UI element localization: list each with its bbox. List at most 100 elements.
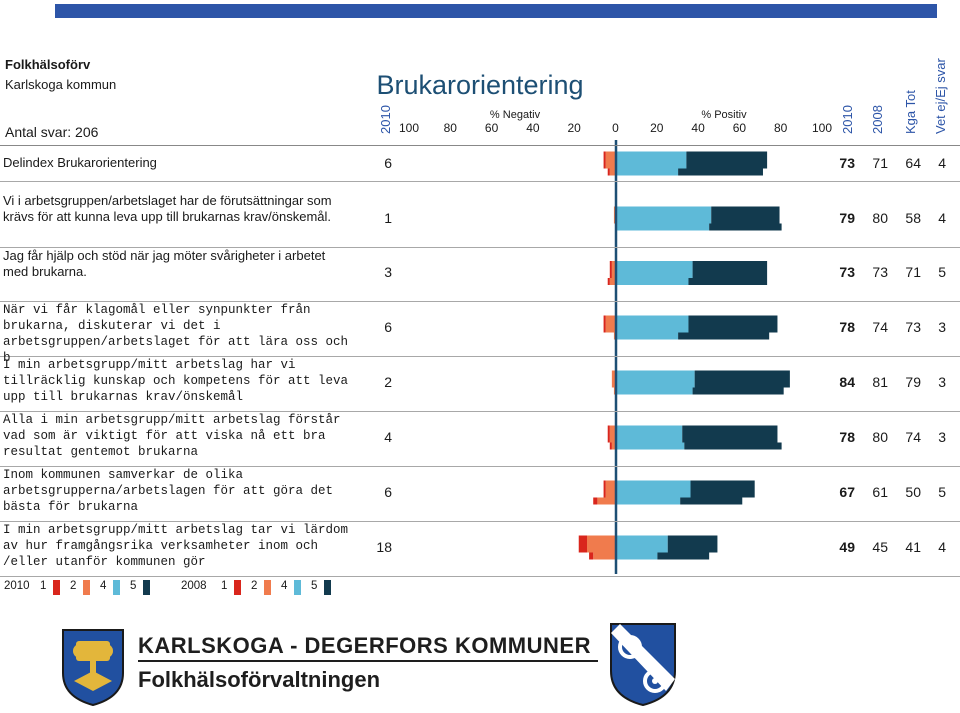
pos-2008-value: 80 bbox=[872, 209, 888, 226]
row7-2008-bar-cat5 bbox=[657, 552, 710, 560]
chart-title: Brukarorientering bbox=[376, 70, 584, 100]
row3-2010-bar-cat2 bbox=[605, 315, 616, 333]
row6-2008-bar-cat2 bbox=[597, 497, 616, 505]
question-label: När vi får klagomål eller synpunkter frå… bbox=[3, 303, 349, 365]
y2010-legend-label-4: 4 bbox=[100, 580, 107, 592]
footer-divider-line bbox=[138, 660, 598, 662]
row7-2008-bar-cat2 bbox=[593, 552, 616, 560]
row7-2010-bar-cat4 bbox=[616, 535, 668, 553]
neg-2010-value: 6 bbox=[384, 483, 392, 500]
y2010-legend-swatch-4 bbox=[113, 580, 120, 595]
row0-2008-bar-cat1 bbox=[607, 168, 610, 176]
row2-2010-bar-cat1 bbox=[609, 261, 612, 278]
row0-2010-bar-cat1 bbox=[603, 151, 606, 169]
pos-2008-value: 80 bbox=[872, 428, 888, 445]
row6-2010-bar-cat4 bbox=[616, 480, 691, 498]
axis-tick-label: 80 bbox=[443, 121, 457, 135]
row3-2008-bar-cat5 bbox=[678, 332, 770, 340]
row-divider bbox=[0, 521, 960, 522]
footer: KARLSKOGA - DEGERFORS KOMMUNER Folkhälso… bbox=[0, 603, 960, 713]
vet-ej-value: 5 bbox=[938, 264, 946, 280]
row5-2010-bar-cat2 bbox=[609, 425, 616, 443]
row6-2010-bar-cat2 bbox=[605, 480, 616, 498]
vet-ej-value: 4 bbox=[938, 209, 946, 226]
row3-2008-bar-cat4 bbox=[616, 332, 679, 340]
row1-2008-bar-cat5 bbox=[709, 223, 782, 231]
question-label: I min arbetsgrupp/mitt arbetslag har vi … bbox=[3, 358, 349, 404]
row5-2008-bar-cat4 bbox=[616, 442, 685, 450]
vet-ej-value: 3 bbox=[938, 318, 946, 335]
row5-2010-bar-cat4 bbox=[616, 425, 683, 443]
row-divider bbox=[0, 356, 960, 357]
neg-2010-value: 18 bbox=[376, 538, 392, 555]
row0-2008-bar-cat4 bbox=[616, 168, 679, 176]
row3-2010-bar-cat1 bbox=[603, 315, 606, 333]
pos-2010-value: 73 bbox=[839, 264, 855, 280]
question-label: Delindex Brukarorientering bbox=[3, 155, 157, 170]
axis-tick-label: 0 bbox=[612, 121, 619, 135]
row7-2010-bar-cat2 bbox=[587, 535, 616, 553]
row5-2008-bar-cat5 bbox=[684, 442, 782, 450]
pos-2008-value: 81 bbox=[872, 373, 888, 390]
row7-2008-bar-cat1 bbox=[589, 552, 594, 560]
row5-2010-bar-cat1 bbox=[607, 425, 610, 443]
row-divider bbox=[0, 466, 960, 467]
negative-axis-label: % Negativ bbox=[489, 109, 541, 121]
report-municipality: Karlskoga kommun bbox=[5, 77, 117, 92]
vet-ej-value: 3 bbox=[938, 373, 946, 390]
y2008-legend-swatch-5 bbox=[324, 580, 331, 595]
row4-2010-bar-cat4 bbox=[616, 370, 695, 388]
kga-tot-value: 50 bbox=[905, 483, 921, 500]
top-bar bbox=[55, 4, 937, 18]
row5-2008-bar-cat1 bbox=[609, 442, 612, 450]
row6-2010-bar-cat1 bbox=[603, 480, 606, 498]
row0-2010-bar-cat4 bbox=[616, 151, 687, 169]
row6-2008-bar-cat4 bbox=[616, 497, 681, 505]
row4-2008-bar-cat5 bbox=[692, 387, 784, 395]
positive-axis-label: % Positiv bbox=[701, 109, 747, 121]
axis-tick-label: 20 bbox=[650, 121, 664, 135]
axis-tick-label: 40 bbox=[691, 121, 705, 135]
row0-2008-bar-cat5 bbox=[678, 168, 763, 176]
row7-2008-bar-cat4 bbox=[616, 552, 658, 560]
question-label: Inom kommunen samverkar de olika arbetsg… bbox=[3, 468, 334, 514]
row2-2008-bar-cat5 bbox=[688, 278, 768, 285]
question-label: Vi i arbetsgruppen/arbetslaget har de fö… bbox=[3, 193, 332, 224]
vet-ej-value: 5 bbox=[938, 483, 946, 500]
y2008-legend-swatch-4 bbox=[294, 580, 301, 595]
pos-2010-value: 67 bbox=[839, 483, 855, 500]
neg-2010-value: 6 bbox=[384, 154, 392, 171]
vet-ej-value: 4 bbox=[938, 154, 946, 171]
y2008-legend-swatch-2 bbox=[264, 580, 271, 595]
row2-2010-bar-cat5 bbox=[692, 261, 768, 278]
axis-tick-label: 60 bbox=[484, 121, 499, 135]
footer-org-title: KARLSKOGA - DEGERFORS KOMMUNER bbox=[138, 633, 591, 658]
row2-2010-bar-cat4 bbox=[616, 261, 693, 278]
y2008-legend-label-5: 5 bbox=[311, 580, 318, 592]
row4-2010-bar-cat5 bbox=[694, 370, 790, 388]
pos-2010-value: 78 bbox=[839, 428, 855, 445]
y2008-legend-label-2: 2 bbox=[251, 580, 258, 592]
vet-ej-value: 4 bbox=[938, 538, 946, 555]
row5-2008-bar-cat2 bbox=[611, 442, 616, 450]
row5-2010-bar-cat5 bbox=[682, 425, 778, 443]
row2-2008-bar-cat2 bbox=[609, 278, 616, 285]
row-divider bbox=[0, 301, 960, 302]
vet-ej-value: 3 bbox=[938, 428, 946, 445]
kga-tot-value: 73 bbox=[905, 318, 921, 335]
degerfors-coat-of-arms bbox=[610, 623, 676, 707]
axis-tick-label: 40 bbox=[526, 121, 540, 135]
kga-tot-value: 74 bbox=[905, 428, 921, 445]
y2010-legend-swatch-1 bbox=[53, 580, 60, 595]
kga-tot-value: 64 bbox=[905, 154, 921, 171]
y2010-legend-swatch-5 bbox=[143, 580, 150, 595]
row3-2010-bar-cat4 bbox=[616, 315, 689, 333]
row4-2008-bar-cat4 bbox=[616, 387, 693, 395]
neg-2010-value: 2 bbox=[384, 373, 392, 390]
kga-tot-value: 41 bbox=[905, 538, 921, 555]
row-divider bbox=[0, 576, 960, 577]
karlskoga-coat-of-arms bbox=[62, 629, 124, 707]
y2010-legend-swatch-2 bbox=[83, 580, 90, 595]
y2008-legend-label-1: 1 bbox=[221, 580, 228, 592]
